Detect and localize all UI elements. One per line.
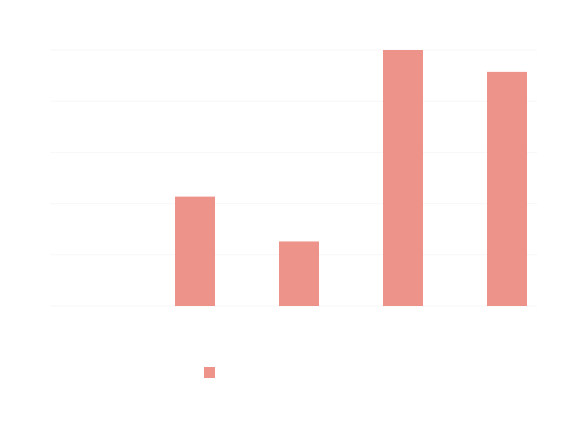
legend-swatch <box>204 367 215 378</box>
bar-2 <box>175 196 215 306</box>
bar-3 <box>279 241 319 306</box>
bar-4 <box>383 50 423 306</box>
legend <box>204 367 215 378</box>
grid <box>50 49 537 307</box>
bars <box>175 50 527 306</box>
bar-5 <box>487 71 527 306</box>
